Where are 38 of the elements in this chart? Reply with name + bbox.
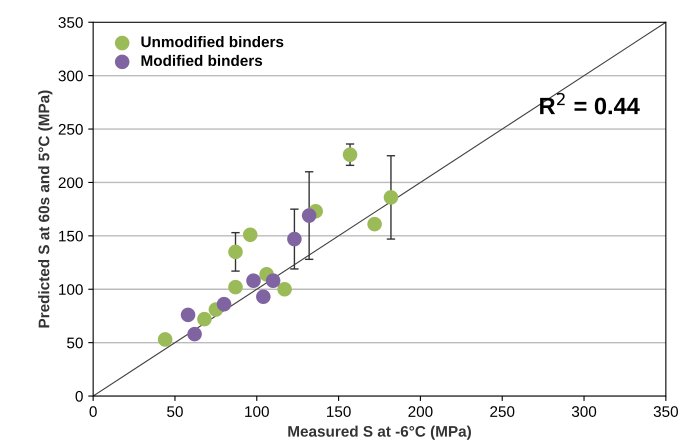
point: [197, 312, 212, 326]
point: [216, 296, 232, 312]
point: [266, 273, 280, 288]
x-tick-label: 50: [167, 406, 183, 417]
y-tick-label: 100: [59, 284, 83, 295]
point: [158, 332, 172, 347]
x-tick-label: 100: [245, 406, 269, 417]
point: [256, 289, 271, 304]
point: [342, 147, 358, 162]
x-axis-title: Measured S at -6°C (MPa): [288, 426, 471, 440]
point: [367, 216, 382, 232]
point: [228, 244, 243, 260]
x-tick-label: 0: [90, 406, 97, 417]
x-tick-label: 200: [408, 406, 433, 417]
point: [302, 208, 316, 223]
x-tick-label: 250: [490, 406, 514, 417]
point: [187, 326, 202, 342]
point: [384, 190, 398, 205]
y-tick-label: 50: [67, 338, 83, 348]
point: [228, 280, 243, 294]
legend-label: Unmodified binders: [141, 36, 284, 48]
y-tick-label: 150: [59, 230, 83, 242]
legend-label: Modified binders: [142, 54, 262, 66]
x-tick-label: 300: [572, 406, 596, 417]
x-tick-label: 150: [327, 406, 351, 417]
y-tick-label: 300: [58, 70, 83, 82]
point: [242, 228, 258, 242]
x-tick-label: 350: [654, 406, 678, 417]
point: [246, 273, 261, 288]
point: [287, 232, 302, 246]
point: [180, 308, 196, 322]
point: [277, 282, 292, 297]
y-tick-label: 0: [76, 390, 83, 402]
y-axis-title: Predicted S at 60s and 5°C (MPa): [38, 90, 52, 328]
annotation: R$^{2}$ = 0.44: [540, 92, 640, 114]
y-tick-label: 200: [58, 177, 83, 188]
y-tick-label: 350: [58, 17, 83, 28]
y-tick-label: 250: [58, 124, 83, 135]
